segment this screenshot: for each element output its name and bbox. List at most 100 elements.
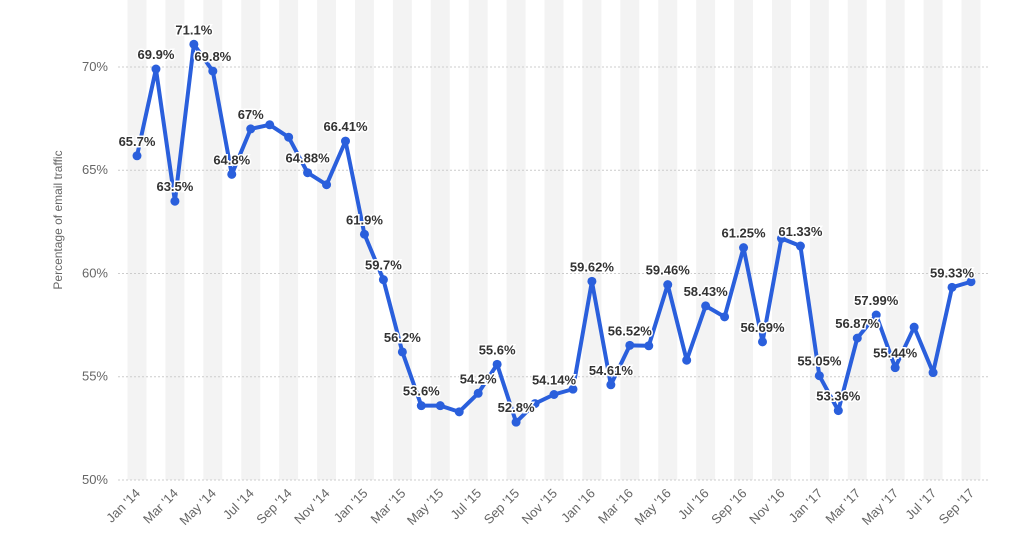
x-tick-label: Sep '14: [253, 486, 294, 527]
point: [720, 312, 730, 322]
band: [620, 0, 640, 480]
value-label: 64.8%: [213, 152, 250, 167]
point: [625, 340, 635, 350]
value-label: 61.25%: [721, 226, 766, 241]
band: [582, 0, 602, 480]
band: [468, 0, 488, 480]
y-tick-label: 60%: [82, 265, 108, 280]
x-tick-label: May '14: [176, 486, 219, 529]
value-label: 59.46%: [646, 263, 691, 278]
point: [473, 388, 483, 398]
x-tick-label: Mar '14: [140, 486, 181, 527]
band: [241, 0, 261, 480]
x-tick-label: Mar '15: [368, 486, 409, 527]
point: [890, 363, 900, 373]
band: [961, 0, 981, 480]
value-label: 53.6%: [403, 384, 440, 399]
band: [317, 0, 337, 480]
band: [885, 0, 905, 480]
point: [701, 301, 711, 311]
band: [696, 0, 716, 480]
x-tick-label: Jul '16: [675, 486, 712, 523]
value-label: 57.99%: [854, 293, 899, 308]
point: [132, 151, 142, 161]
point: [397, 347, 407, 357]
point: [492, 359, 502, 369]
value-label: 59.62%: [570, 259, 615, 274]
point: [435, 401, 445, 411]
x-tick-label: Nov '16: [746, 486, 787, 527]
band: [203, 0, 223, 480]
value-label: 64.88%: [286, 151, 331, 166]
point: [928, 368, 938, 378]
x-tick-label: Jul '17: [902, 486, 939, 523]
point: [511, 417, 521, 427]
value-label: 59.33%: [930, 265, 975, 280]
value-label: 69.9%: [138, 47, 175, 62]
value-label: 71.1%: [175, 22, 212, 37]
point: [284, 132, 294, 142]
point: [189, 39, 199, 49]
value-label: 61.9%: [346, 212, 383, 227]
band: [279, 0, 299, 480]
value-label: 55.44%: [873, 346, 918, 361]
point: [739, 243, 749, 253]
band: [354, 0, 374, 480]
point: [454, 407, 464, 417]
point: [966, 277, 976, 287]
x-tick-label: Jan '15: [331, 486, 371, 526]
x-tick-label: May '15: [404, 486, 447, 529]
band: [127, 0, 147, 480]
value-label: 55.05%: [797, 354, 842, 369]
x-tick-label: Nov '14: [291, 486, 332, 527]
point: [151, 64, 161, 74]
x-tick-label: Sep '15: [481, 486, 522, 527]
band: [430, 0, 450, 480]
y-tick-label: 65%: [82, 162, 108, 177]
point: [265, 120, 275, 130]
band: [506, 0, 526, 480]
value-label: 59.7%: [365, 258, 402, 273]
x-tick-label: Mar '17: [822, 486, 863, 527]
point: [549, 390, 559, 400]
point: [530, 399, 540, 409]
value-label: 67%: [238, 107, 264, 122]
x-tick-label: Nov '15: [519, 486, 560, 527]
point: [341, 136, 350, 146]
x-tick-label: Jan '17: [786, 486, 826, 526]
value-label: 55.6%: [479, 342, 516, 357]
point: [227, 169, 237, 179]
point: [663, 280, 673, 290]
point: [871, 310, 881, 320]
point: [322, 180, 332, 190]
x-tick-label: May '16: [631, 486, 674, 529]
x-tick-label: Jan '14: [103, 486, 143, 526]
value-label: 61.33%: [778, 224, 823, 239]
band: [923, 0, 943, 480]
point: [416, 401, 426, 411]
band: [392, 0, 412, 480]
value-label: 56.52%: [608, 323, 653, 338]
point: [682, 355, 692, 365]
y-tick-label: 50%: [82, 472, 108, 487]
x-tick-label: Jul '14: [220, 486, 257, 523]
value-label: 52.8%: [498, 400, 535, 415]
x-tick-label: May '17: [859, 486, 902, 529]
value-label: 56.87%: [835, 316, 880, 331]
band: [734, 0, 754, 480]
point: [909, 322, 919, 332]
y-axis-label: Percentage of email traffic: [51, 150, 65, 289]
value-label: 53.36%: [816, 389, 861, 404]
y-tick-label: 55%: [82, 369, 108, 384]
y-tick-label: 70%: [82, 59, 108, 74]
x-tick-label: Sep '17: [936, 486, 977, 527]
point: [568, 384, 578, 394]
point: [833, 406, 843, 416]
value-label: 54.61%: [589, 363, 634, 378]
point: [644, 341, 654, 351]
point: [852, 333, 862, 343]
value-label: 54.14%: [532, 373, 577, 388]
band: [165, 0, 185, 480]
value-label: 63.5%: [156, 179, 193, 194]
